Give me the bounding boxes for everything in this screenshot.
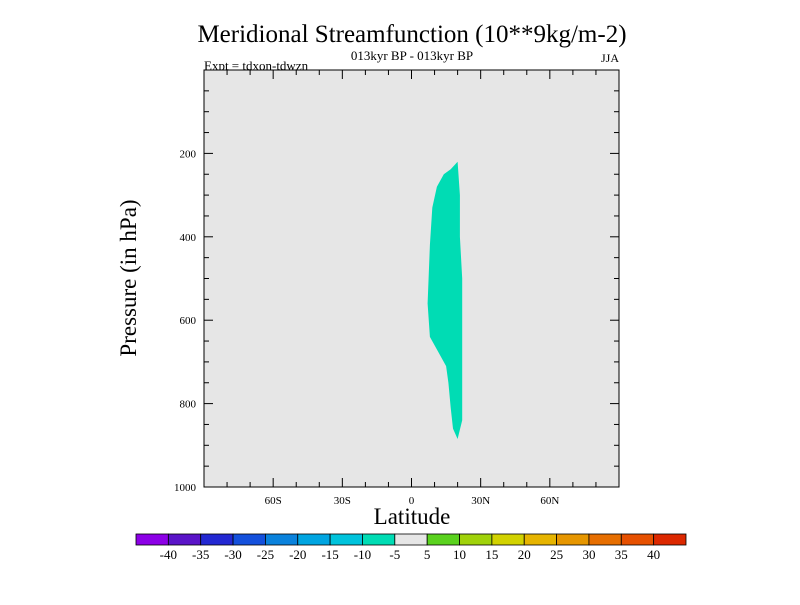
chart-subtitle-right: JJA [601,51,619,65]
colorbar-label: -30 [224,547,241,562]
colorbar-swatch [265,533,299,546]
x-tick-label: 30S [334,495,351,507]
colorbar-swatch [588,533,622,546]
colorbar-swatch [620,533,655,546]
y-tick-label: 600 [180,315,197,327]
colorbar-swatch [394,533,428,546]
colorbar-label: 20 [518,547,531,562]
plot-area [204,70,619,487]
colorbar-swatch [329,533,363,546]
y-axis-label: Pressure (in hPa) [116,199,141,356]
chart-subtitle-center: 013kyr BP - 013kyr BP [351,48,473,63]
colorbar-swatch [167,533,202,546]
colorbar-swatch [362,533,396,546]
x-axis-label: Latitude [374,504,451,529]
colorbar-label: -25 [257,547,274,562]
colorbar-label: -10 [354,547,371,562]
colorbar-label: 15 [485,547,498,562]
colorbar-label: -40 [160,547,177,562]
colorbar-label: -20 [289,547,306,562]
x-tick-label: 30N [471,495,490,507]
x-tick-label: 0 [409,495,415,507]
colorbar-swatch [200,533,234,546]
y-tick-label: 1000 [174,482,197,494]
colorbar-swatch [232,533,266,546]
colorbar-swatch [556,533,590,546]
y-tick-label: 200 [180,148,197,160]
colorbar-label: -35 [192,547,209,562]
chart-title: Meridional Streamfunction (10**9kg/m-2) [197,21,626,48]
colorbar-label: 40 [647,547,660,562]
colorbar-swatch [523,533,557,546]
y-tick-label: 400 [180,232,197,244]
x-tick-label: 60N [540,495,559,507]
colorbar-swatch [426,533,460,546]
x-tick-label: 60S [265,495,282,507]
chart-subtitle-left: Expt = tdxon-tdwzn [204,58,309,73]
y-tick-label: 800 [180,399,197,411]
colorbar-label: 25 [550,547,563,562]
colorbar-swatch [491,533,525,546]
contour-region [427,161,463,439]
colorbar-label: 35 [615,547,628,562]
colorbar-swatch [297,533,331,546]
colorbar-swatch [653,533,687,546]
colorbar-label: 5 [424,547,431,562]
colorbar-label: -5 [389,547,400,562]
colorbar-swatch [459,533,493,546]
colorbar-label: 10 [453,547,466,562]
colorbar-label: 30 [582,547,595,562]
colorbar-label: -15 [321,547,338,562]
colorbar-swatch [135,533,169,546]
